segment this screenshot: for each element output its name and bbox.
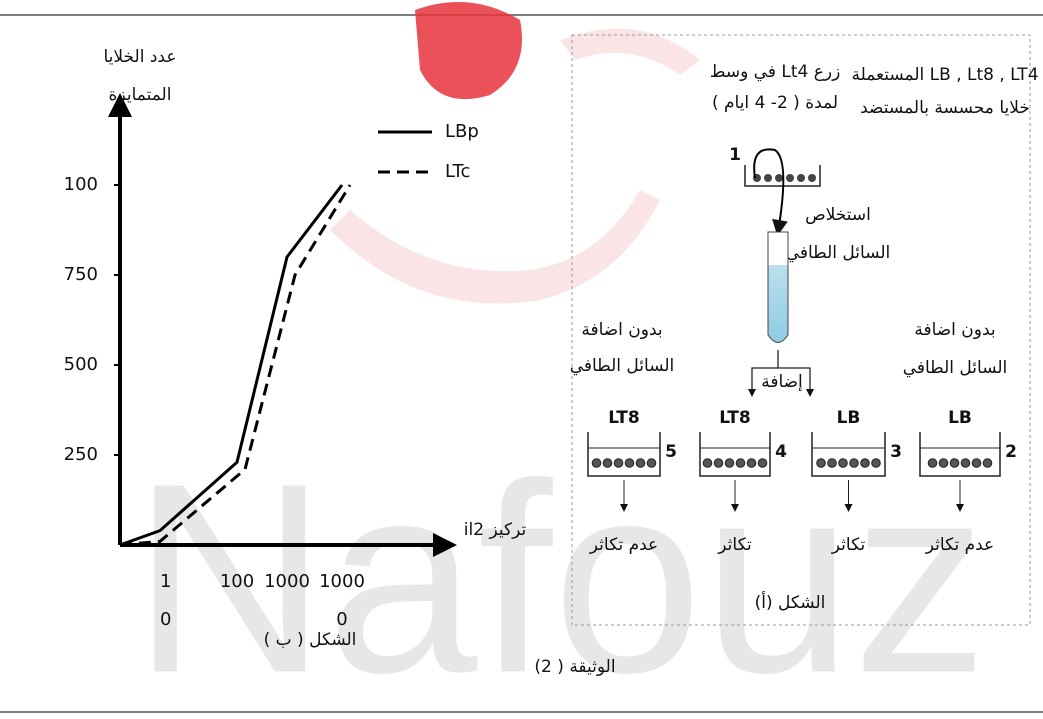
culture-cells bbox=[753, 174, 816, 182]
header-note: LB , Lt8 , LT4 المستعملة خلايا محسسة بالم… bbox=[851, 65, 1038, 118]
dish-number: 3 bbox=[890, 442, 902, 462]
legend-label: LTc bbox=[445, 161, 470, 182]
y-tick-label: 250 bbox=[64, 444, 98, 465]
dish bbox=[699, 432, 771, 477]
addition-bg bbox=[760, 372, 804, 392]
dish-result: تكاثر bbox=[831, 535, 866, 555]
cell bbox=[602, 458, 613, 468]
extraction-note: استخلاص السائل الطافي bbox=[786, 205, 891, 263]
y-tick-label: 750 bbox=[64, 264, 98, 285]
dish-label: LB bbox=[837, 408, 861, 428]
without-note: بدون اضافة السائل الطافي bbox=[570, 320, 675, 376]
cell bbox=[871, 458, 881, 468]
x-tick-label: 100 bbox=[220, 571, 254, 592]
cell bbox=[927, 458, 938, 468]
extract-arrow bbox=[753, 148, 788, 236]
y-tick-label: 500 bbox=[64, 354, 98, 375]
cell bbox=[624, 458, 635, 468]
y-axis-label: عدد الخلايا المتمايزة bbox=[104, 47, 177, 105]
cell bbox=[827, 458, 837, 468]
cell bbox=[849, 458, 859, 468]
dish-label: LT8 bbox=[608, 408, 639, 428]
diagram-frame bbox=[571, 34, 1031, 626]
dish-result: تكاثر bbox=[717, 535, 752, 555]
cell bbox=[724, 458, 735, 468]
dish-number: 2 bbox=[1005, 442, 1017, 462]
dish bbox=[919, 432, 1001, 477]
dish-label: LT8 bbox=[719, 408, 750, 428]
diagram-caption: الشكل (أ) bbox=[755, 591, 826, 613]
line-series bbox=[119, 184, 344, 547]
cell bbox=[816, 458, 826, 468]
culture-number: 1 bbox=[729, 145, 741, 165]
x-axis-label: تركيز il2 bbox=[464, 520, 527, 540]
dish-label: LB bbox=[948, 408, 972, 428]
cell bbox=[591, 458, 602, 468]
addition-note: إضافة bbox=[761, 372, 803, 392]
cell bbox=[960, 458, 971, 468]
cell bbox=[757, 458, 768, 468]
dish bbox=[811, 432, 886, 477]
culture-note: زرع Lt4 في وسط لمدة ( 2- 4 ايام ) bbox=[710, 62, 841, 113]
dish-result: عدم تكاثر bbox=[925, 535, 994, 555]
dish-result: عدم تكاثر bbox=[589, 535, 658, 555]
dish-number: 4 bbox=[775, 442, 787, 462]
cell bbox=[713, 458, 724, 468]
cell bbox=[735, 458, 746, 468]
x-tick-label: 1000 bbox=[264, 571, 310, 592]
cell bbox=[938, 458, 949, 468]
tube bbox=[767, 231, 789, 343]
x-tick-label: 1000 0 bbox=[319, 571, 365, 630]
cell bbox=[860, 458, 870, 468]
cell bbox=[971, 458, 982, 468]
chart-caption: الشكل ( ب ) bbox=[264, 630, 357, 650]
line-series bbox=[119, 184, 352, 547]
logo-shapes bbox=[330, 2, 700, 304]
cell bbox=[746, 458, 757, 468]
cell bbox=[646, 458, 657, 468]
cell bbox=[949, 458, 960, 468]
dish-number: 5 bbox=[665, 442, 677, 462]
cell bbox=[982, 458, 993, 468]
dish bbox=[587, 432, 661, 477]
cell bbox=[613, 458, 624, 468]
without-note: بدون اضافة السائل الطافي bbox=[903, 320, 1008, 378]
y-tick-label: 100 bbox=[64, 174, 98, 195]
document-caption: الوثيقة ( 2) bbox=[534, 657, 615, 677]
cell bbox=[702, 458, 713, 468]
cell bbox=[838, 458, 848, 468]
watermark: Nafouz bbox=[132, 428, 987, 719]
legend-label: LBp bbox=[445, 121, 479, 142]
cell bbox=[635, 458, 646, 468]
